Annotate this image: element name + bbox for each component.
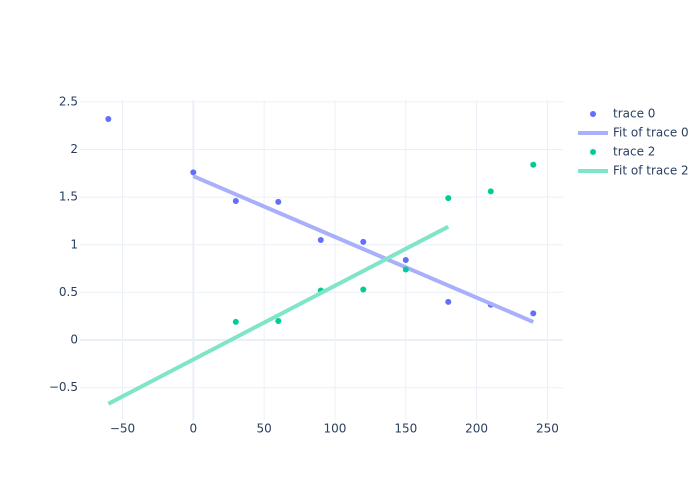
marker bbox=[317, 237, 324, 243]
y-tick-label: 2.5 bbox=[59, 94, 78, 108]
x-tick-label: 50 bbox=[256, 422, 271, 436]
y-tick-label: 2 bbox=[70, 142, 78, 156]
y-tick-label: 0 bbox=[70, 333, 78, 347]
legend-label: Fit of trace 2 bbox=[613, 164, 689, 178]
fit-line bbox=[192, 174, 535, 324]
marker bbox=[402, 257, 409, 263]
legend-label: trace 2 bbox=[613, 145, 655, 159]
x-tick-label: 150 bbox=[394, 422, 417, 436]
x-tick-label: −50 bbox=[110, 422, 135, 436]
marker bbox=[402, 266, 409, 273]
marker bbox=[487, 188, 494, 195]
x-tick-label: 0 bbox=[189, 422, 197, 436]
y-tick-label: 0.5 bbox=[59, 285, 78, 299]
legend-swatch bbox=[590, 149, 596, 155]
y-tick-label: 1.5 bbox=[59, 190, 78, 204]
marker bbox=[445, 195, 452, 202]
marker bbox=[530, 310, 537, 317]
marker bbox=[232, 197, 239, 204]
legend-label: trace 0 bbox=[613, 107, 655, 121]
marker bbox=[232, 318, 239, 325]
legend-label: Fit of trace 0 bbox=[613, 126, 689, 140]
x-tick-label: 100 bbox=[324, 422, 347, 436]
marker bbox=[275, 317, 282, 324]
marker bbox=[445, 298, 452, 305]
marker bbox=[105, 116, 112, 123]
y-tick-label: 1 bbox=[70, 237, 78, 251]
legend-swatch bbox=[590, 111, 596, 117]
marker bbox=[360, 286, 367, 293]
marker bbox=[530, 161, 537, 168]
x-tick-label: 250 bbox=[536, 422, 559, 436]
marker bbox=[275, 198, 282, 205]
x-tick-label: 200 bbox=[465, 422, 488, 436]
marker bbox=[190, 169, 197, 176]
marker bbox=[360, 238, 367, 245]
fit-line bbox=[107, 224, 450, 406]
y-tick-label: −0.5 bbox=[49, 380, 78, 394]
